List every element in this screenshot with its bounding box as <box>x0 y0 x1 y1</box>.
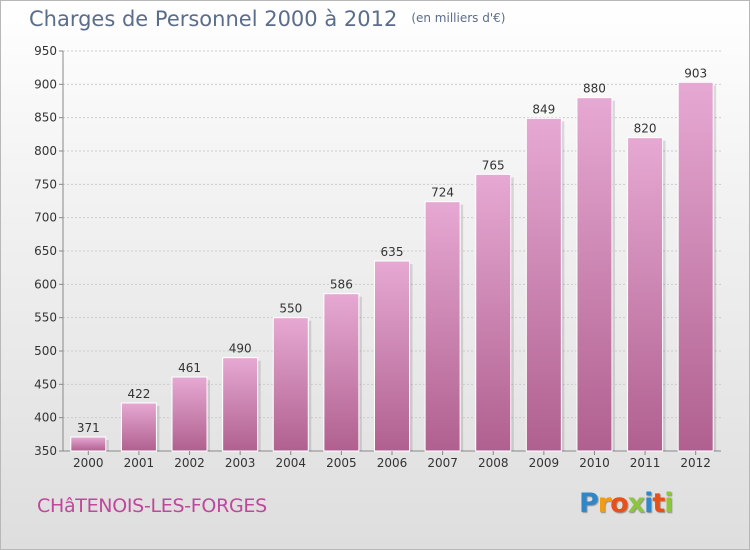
y-tick-label: 850 <box>34 111 57 125</box>
bar-value-label: 880 <box>583 82 606 96</box>
y-tick-label: 500 <box>34 344 57 358</box>
bar-value-label: 422 <box>127 387 150 401</box>
x-tick-label: 2009 <box>529 456 560 470</box>
bar-value-label: 820 <box>634 122 657 136</box>
chart-title-text: Charges de Personnel 2000 à 2012 <box>29 7 398 31</box>
bar-2010 <box>576 97 613 452</box>
x-tick-label: 2012 <box>680 456 711 470</box>
x-tick-label: 2011 <box>630 456 661 470</box>
y-tick-label: 950 <box>34 44 57 58</box>
bar-2006 <box>374 260 410 452</box>
x-tick-label: 2002 <box>174 456 205 470</box>
bar-value-label: 635 <box>381 245 404 259</box>
logo-letter: r <box>597 488 611 519</box>
x-tick-label: 2008 <box>478 456 509 470</box>
bar-2007 <box>424 201 461 452</box>
bar-value-label: 490 <box>229 342 252 356</box>
logo-letter: o <box>610 488 629 519</box>
bar-2000 <box>70 436 107 452</box>
bar-value-label: 586 <box>330 278 353 292</box>
x-tick-label: 2001 <box>124 456 155 470</box>
logo-letter: x <box>627 488 645 519</box>
y-tick-label: 400 <box>34 411 57 425</box>
commune-name: CHâTENOIS-LES-FORGES <box>37 495 267 517</box>
bar-2012 <box>677 81 714 452</box>
y-tick-label: 350 <box>34 444 57 458</box>
y-tick-label: 550 <box>34 311 57 325</box>
bar-value-label: 849 <box>532 102 555 116</box>
bar-2002 <box>171 376 208 452</box>
y-tick-label: 800 <box>34 144 57 158</box>
logo-letter: i <box>644 488 653 519</box>
y-tick-label: 900 <box>34 77 57 91</box>
bar-value-label: 550 <box>279 302 302 316</box>
x-tick-label: 2007 <box>427 456 458 470</box>
logo-letter: i <box>664 488 673 519</box>
chart-subtitle: (en milliers d'€) <box>411 11 506 25</box>
x-tick-label: 2010 <box>579 456 610 470</box>
bar-2009 <box>525 117 562 452</box>
bar-2004 <box>272 317 309 452</box>
y-tick-label: 600 <box>34 277 57 291</box>
bar-value-label: 371 <box>77 421 100 435</box>
y-tick-label: 450 <box>34 377 57 391</box>
bar-value-label: 765 <box>482 158 505 172</box>
chart-title: Charges de Personnel 2000 à 2012 (en mill… <box>29 7 505 31</box>
y-tick-label: 650 <box>34 244 57 258</box>
y-tick-label: 700 <box>34 211 57 225</box>
x-tick-label: 2004 <box>275 456 306 470</box>
bar-2003 <box>222 357 259 452</box>
proxiti-logo: Proxiti <box>579 488 674 519</box>
bar-value-label: 461 <box>178 361 201 375</box>
x-tick-label: 2003 <box>225 456 256 470</box>
bar-2011 <box>627 137 664 452</box>
bar-2005 <box>323 293 360 452</box>
x-tick-label: 2005 <box>326 456 357 470</box>
y-tick-label: 750 <box>34 177 57 191</box>
logo-letter: P <box>579 488 599 519</box>
x-tick-label: 2006 <box>377 456 408 470</box>
bar-value-label: 903 <box>684 66 707 80</box>
bar-2001 <box>120 402 157 452</box>
logo-letter: t <box>652 488 665 519</box>
bar-2008 <box>475 173 512 452</box>
bar-value-label: 724 <box>431 186 454 200</box>
x-tick-label: 2000 <box>73 456 104 470</box>
